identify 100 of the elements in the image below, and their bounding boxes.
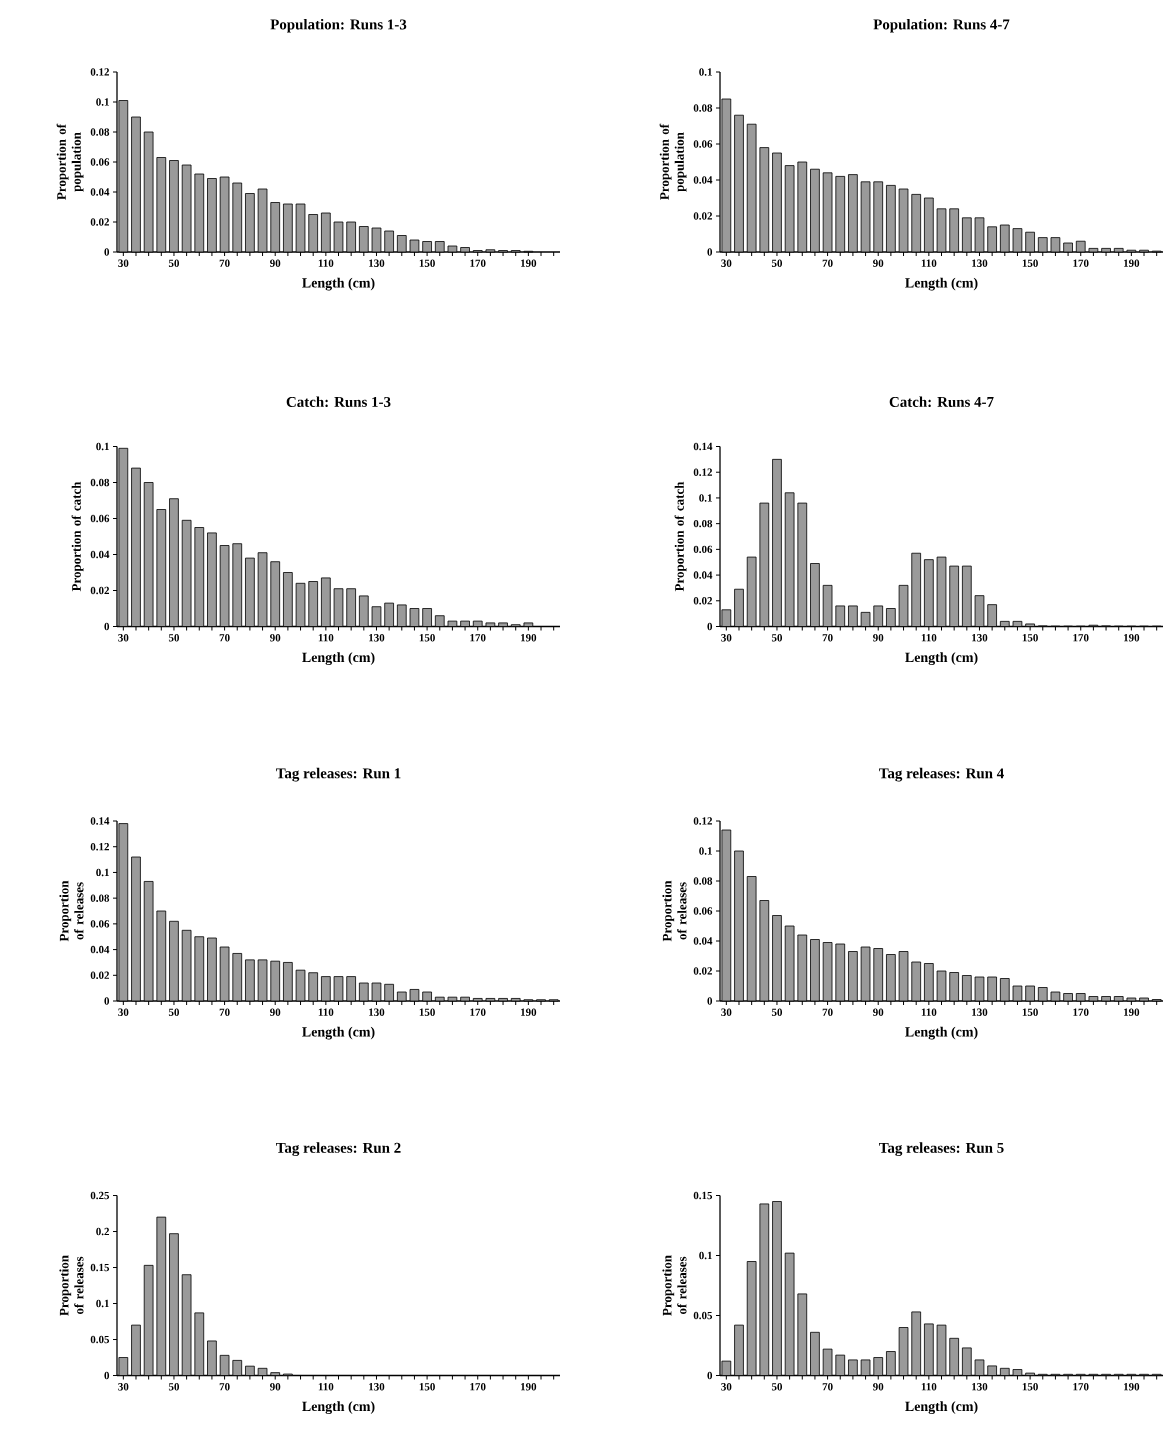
x-tick-label: 70 — [822, 259, 833, 267]
chart-title: Catch: Runs 4-7 — [889, 396, 994, 408]
x-tick-label: 170 — [470, 1383, 486, 1391]
x-tick-label: 170 — [1073, 259, 1089, 267]
y-tick-label: 0.1 — [699, 847, 712, 855]
x-tick-label: 30 — [721, 1383, 732, 1391]
y-tick-label: 0.02 — [693, 212, 713, 220]
y-tick-label: 0.08 — [693, 104, 713, 112]
y-axis-title: Proportion of catch — [71, 481, 84, 592]
y-tick-label: 0.1 — [699, 68, 712, 76]
x-tick-label: 150 — [419, 259, 435, 267]
x-tick-label: 130 — [369, 259, 385, 267]
y-axis-title: Proportion of releases — [59, 880, 84, 942]
x-tick-label: 70 — [219, 259, 230, 267]
x-tick-label: 30 — [118, 1383, 129, 1391]
y-tick-label: 0.12 — [90, 843, 109, 851]
x-tick-label: 90 — [270, 634, 281, 642]
x-tick-label: 90 — [270, 1008, 281, 1016]
x-tick-label: 50 — [771, 259, 783, 267]
y-tick-label: 0 — [707, 248, 713, 256]
y-tick-label: 0 — [707, 622, 713, 631]
x-tick-label: 190 — [1124, 259, 1140, 267]
x-tick-label: 150 — [419, 1383, 435, 1391]
y-tick-label: 0.02 — [90, 218, 109, 226]
x-axis-title: Length (cm) — [905, 1026, 978, 1040]
x-axis-title: Length (cm) — [905, 1401, 978, 1415]
y-tick-label: 0.04 — [90, 188, 110, 196]
x-tick-label: 170 — [470, 259, 486, 267]
y-axis-title: Proportion of releases — [59, 1255, 84, 1316]
x-tick-label: 30 — [118, 259, 129, 267]
y-tick-label: 0.06 — [693, 907, 713, 915]
x-tick-label: 190 — [1124, 1008, 1140, 1016]
x-tick-label: 110 — [921, 259, 937, 267]
x-tick-label: 150 — [419, 634, 435, 642]
x-tick-label: 50 — [771, 1383, 783, 1391]
x-tick-label: 130 — [369, 1383, 385, 1391]
chart-title: Catch: Runs 1-3 — [286, 396, 391, 408]
x-tick-label: 190 — [521, 634, 537, 642]
x-axis-title: Length (cm) — [302, 1401, 375, 1415]
x-tick-label: 170 — [470, 1008, 486, 1016]
x-tick-label: 90 — [270, 1383, 281, 1391]
x-tick-label: 70 — [219, 634, 230, 642]
x-tick-label: 90 — [873, 1383, 884, 1391]
x-tick-label: 30 — [118, 1008, 129, 1016]
y-tick-label: 0.04 — [90, 945, 110, 954]
y-tick-label: 0.08 — [90, 128, 110, 136]
x-tick-label: 70 — [219, 1008, 230, 1016]
x-tick-label: 150 — [1022, 259, 1038, 267]
x-tick-label: 50 — [771, 634, 783, 642]
x-tick-label: 150 — [1022, 1383, 1038, 1391]
x-tick-label: 30 — [118, 634, 129, 642]
y-tick-label: 0.15 — [90, 1263, 110, 1272]
y-axis-title: Proportion of releases — [662, 1255, 687, 1316]
y-tick-label: 0.1 — [96, 442, 109, 451]
x-tick-label: 110 — [318, 1383, 334, 1391]
x-tick-label: 30 — [721, 259, 732, 267]
y-tick-label: 0.1 — [96, 1299, 109, 1308]
x-tick-label: 50 — [168, 259, 180, 267]
chart-title: Tag releases: Run 2 — [276, 1142, 401, 1157]
y-tick-label: 0 — [104, 997, 110, 1005]
y-tick-label: 0.04 — [693, 176, 713, 184]
x-tick-label: 130 — [972, 259, 988, 267]
x-tick-label: 190 — [521, 1008, 537, 1016]
x-tick-label: 190 — [1124, 1383, 1140, 1391]
x-tick-label: 50 — [168, 1008, 180, 1016]
y-tick-label: 0.1 — [699, 494, 712, 502]
y-tick-label: 0.1 — [96, 868, 109, 877]
x-tick-label: 170 — [470, 634, 486, 642]
y-tick-label: 0.08 — [90, 478, 110, 487]
y-tick-label: 0.06 — [693, 140, 713, 148]
x-tick-label: 150 — [1022, 1008, 1038, 1016]
y-tick-label: 0.12 — [693, 817, 713, 825]
chart-title: Tag releases: Run 4 — [879, 767, 1004, 782]
x-tick-label: 70 — [822, 1383, 833, 1391]
x-tick-label: 150 — [419, 1008, 435, 1016]
x-tick-label: 90 — [873, 634, 884, 642]
y-axis-title: Proportion of population — [56, 123, 84, 200]
x-axis-title: Length (cm) — [905, 277, 978, 291]
y-tick-label: 0.15 — [693, 1191, 713, 1200]
y-tick-label: 0.08 — [90, 894, 110, 902]
y-tick-label: 0.06 — [693, 545, 713, 554]
x-axis-title: Length (cm) — [302, 1026, 375, 1040]
chart-title: Population: Runs 1-3 — [270, 18, 407, 33]
x-tick-label: 110 — [921, 1008, 937, 1016]
y-axis-title: Proportion of population — [659, 123, 687, 200]
y-tick-label: 0.05 — [693, 1311, 713, 1320]
y-tick-label: 0.05 — [90, 1335, 110, 1344]
y-tick-label: 0.1 — [699, 1251, 712, 1260]
y-tick-label: 0.02 — [90, 586, 109, 595]
x-tick-label: 70 — [219, 1383, 230, 1391]
y-tick-label: 0.06 — [90, 920, 110, 928]
y-tick-label: 0.02 — [90, 971, 109, 980]
x-tick-label: 50 — [168, 1383, 180, 1391]
chart-title: Tag releases: Run 5 — [879, 1142, 1004, 1157]
x-axis-title: Length (cm) — [905, 652, 978, 666]
y-tick-label: 0.02 — [693, 597, 713, 605]
y-tick-label: 0.08 — [693, 877, 713, 885]
x-tick-label: 30 — [721, 634, 732, 642]
x-tick-label: 170 — [1073, 1383, 1089, 1391]
x-axis-title: Length (cm) — [302, 652, 375, 666]
